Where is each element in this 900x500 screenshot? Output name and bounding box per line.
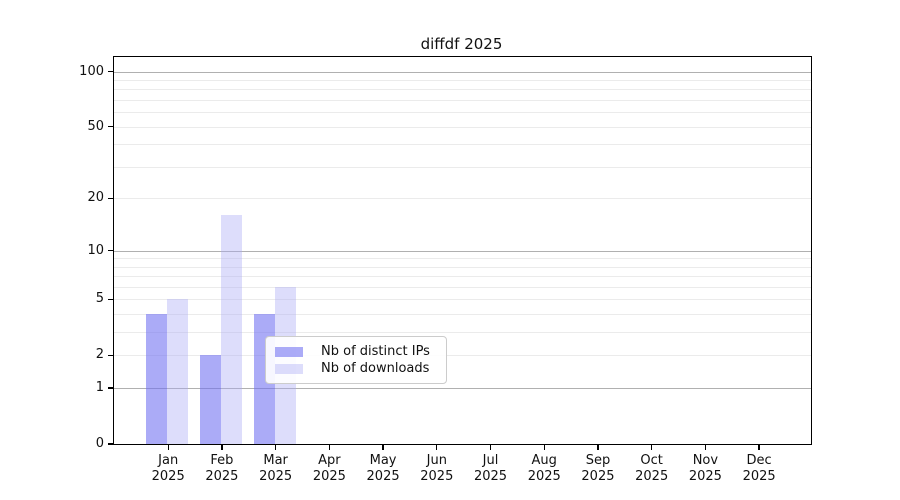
x-tick-label: Oct 2025 (622, 453, 682, 485)
x-tick-mark (328, 444, 331, 450)
x-tick-year: 2025 (259, 469, 293, 484)
x-tick-label: Feb 2025 (192, 453, 252, 485)
x-tick-mark (436, 444, 438, 450)
gridline-minor (114, 258, 811, 260)
x-tick-mark (704, 444, 707, 450)
x-tick-month: Jun (426, 453, 447, 468)
gridline-major (114, 388, 811, 390)
legend: Nb of distinct IPs Nb of downloads (265, 336, 447, 384)
x-tick-label: Mar 2025 (246, 453, 306, 485)
x-tick-mark (274, 444, 277, 450)
y-tick-label: 0 (95, 436, 104, 451)
y-tick-label: 2 (95, 347, 104, 363)
x-tick-year: 2025 (312, 469, 346, 484)
x-tick-month: Apr (318, 453, 341, 468)
x-tick-month: Dec (746, 453, 772, 468)
gridline-minor (114, 100, 811, 102)
x-tick-year: 2025 (688, 469, 722, 484)
x-tick-label: Nov 2025 (675, 453, 735, 485)
y-tick-mark (108, 387, 114, 389)
gridline-minor (114, 144, 811, 146)
legend-swatch-distinct-ips (275, 346, 303, 357)
x-tick-month: Aug (531, 453, 557, 468)
x-tick-mark (382, 444, 384, 450)
x-tick-year: 2025 (473, 469, 508, 484)
y-tick-mark (108, 354, 114, 357)
x-tick-month: Sep (585, 453, 611, 468)
x-tick-label: Jan 2025 (138, 453, 198, 485)
gridline-minor (114, 166, 811, 168)
gridline-minor (114, 198, 811, 200)
x-tick-year: 2025 (527, 469, 561, 484)
gridline-minor (114, 266, 811, 268)
x-tick-label: Aug 2025 (514, 453, 574, 485)
chart-title: diffdf 2025 (420, 35, 503, 53)
gridline-minor (114, 355, 811, 357)
x-tick-mark (650, 444, 653, 450)
x-tick-mark (167, 444, 169, 450)
plot-area: 0 1 2 5 10 20 50 100 Jan 2025 Feb 2025 Mar 2025 Apr 202… (79, 56, 812, 484)
legend-swatch-downloads (275, 363, 303, 374)
y-tick-mark (108, 70, 114, 73)
x-tick-year: 2025 (366, 469, 400, 484)
y-tick-label: 5 (95, 291, 104, 307)
gridline-minor (114, 299, 811, 301)
x-tick-mark (221, 444, 223, 450)
gridline-minor (114, 276, 811, 278)
x-tick-year: 2025 (635, 469, 669, 484)
x-tick-year: 2025 (205, 469, 239, 484)
bar-distinct-ips (199, 355, 221, 444)
bar-downloads (167, 299, 189, 444)
gridline-major (114, 250, 811, 252)
gridline-major (114, 71, 811, 73)
x-tick-year: 2025 (151, 469, 185, 484)
x-tick-month: Jan (158, 453, 179, 468)
y-tick-label: 20 (87, 190, 104, 206)
y-tick-label: 10 (87, 242, 104, 258)
legend-label-downloads: Nb of downloads (321, 361, 430, 376)
bar-distinct-ips (146, 314, 168, 444)
y-tick-mark (108, 249, 114, 252)
gridline-minor (114, 286, 811, 288)
gridline-minor (114, 126, 811, 128)
x-tick-month: Mar (263, 453, 288, 468)
x-tick-month: Feb (210, 453, 234, 468)
gridline-minor (114, 79, 811, 81)
y-tick-mark (108, 197, 114, 199)
x-tick-label: May 2025 (353, 453, 413, 485)
gridline-minor (114, 314, 811, 316)
y-tick-mark (108, 443, 114, 445)
x-tick-year: 2025 (742, 469, 776, 484)
legend-row-downloads: Nb of downloads (275, 360, 436, 377)
x-tick-month: Jul (482, 453, 499, 468)
x-tick-label: Apr 2025 (299, 453, 359, 485)
y-tick-label: 50 (87, 118, 104, 134)
x-tick-month: Oct (640, 453, 663, 468)
x-tick-mark (489, 444, 492, 450)
x-tick-mark (758, 444, 760, 450)
y-tick-mark (108, 126, 114, 128)
x-tick-label: Dec 2025 (729, 453, 789, 485)
y-tick-mark (108, 298, 114, 301)
x-tick-label: Sep 2025 (568, 453, 628, 485)
x-tick-month: Nov (692, 453, 719, 468)
x-tick-label: Jul 2025 (461, 453, 521, 485)
gridline-minor (114, 89, 811, 91)
gridline-minor (114, 112, 811, 114)
gridline-minor (114, 332, 811, 334)
x-tick-month: May (369, 453, 397, 468)
y-tick-label: 1 (95, 380, 104, 396)
bar-downloads (220, 215, 242, 444)
x-tick-year: 2025 (420, 469, 454, 484)
legend-row-distinct-ips: Nb of distinct IPs (275, 343, 436, 360)
x-tick-year: 2025 (581, 469, 615, 484)
x-tick-label: Jun 2025 (407, 453, 467, 485)
y-tick-label: 100 (79, 63, 104, 79)
legend-label-distinct-ips: Nb of distinct IPs (321, 344, 430, 359)
x-tick-mark (597, 444, 599, 450)
x-tick-mark (543, 444, 545, 450)
